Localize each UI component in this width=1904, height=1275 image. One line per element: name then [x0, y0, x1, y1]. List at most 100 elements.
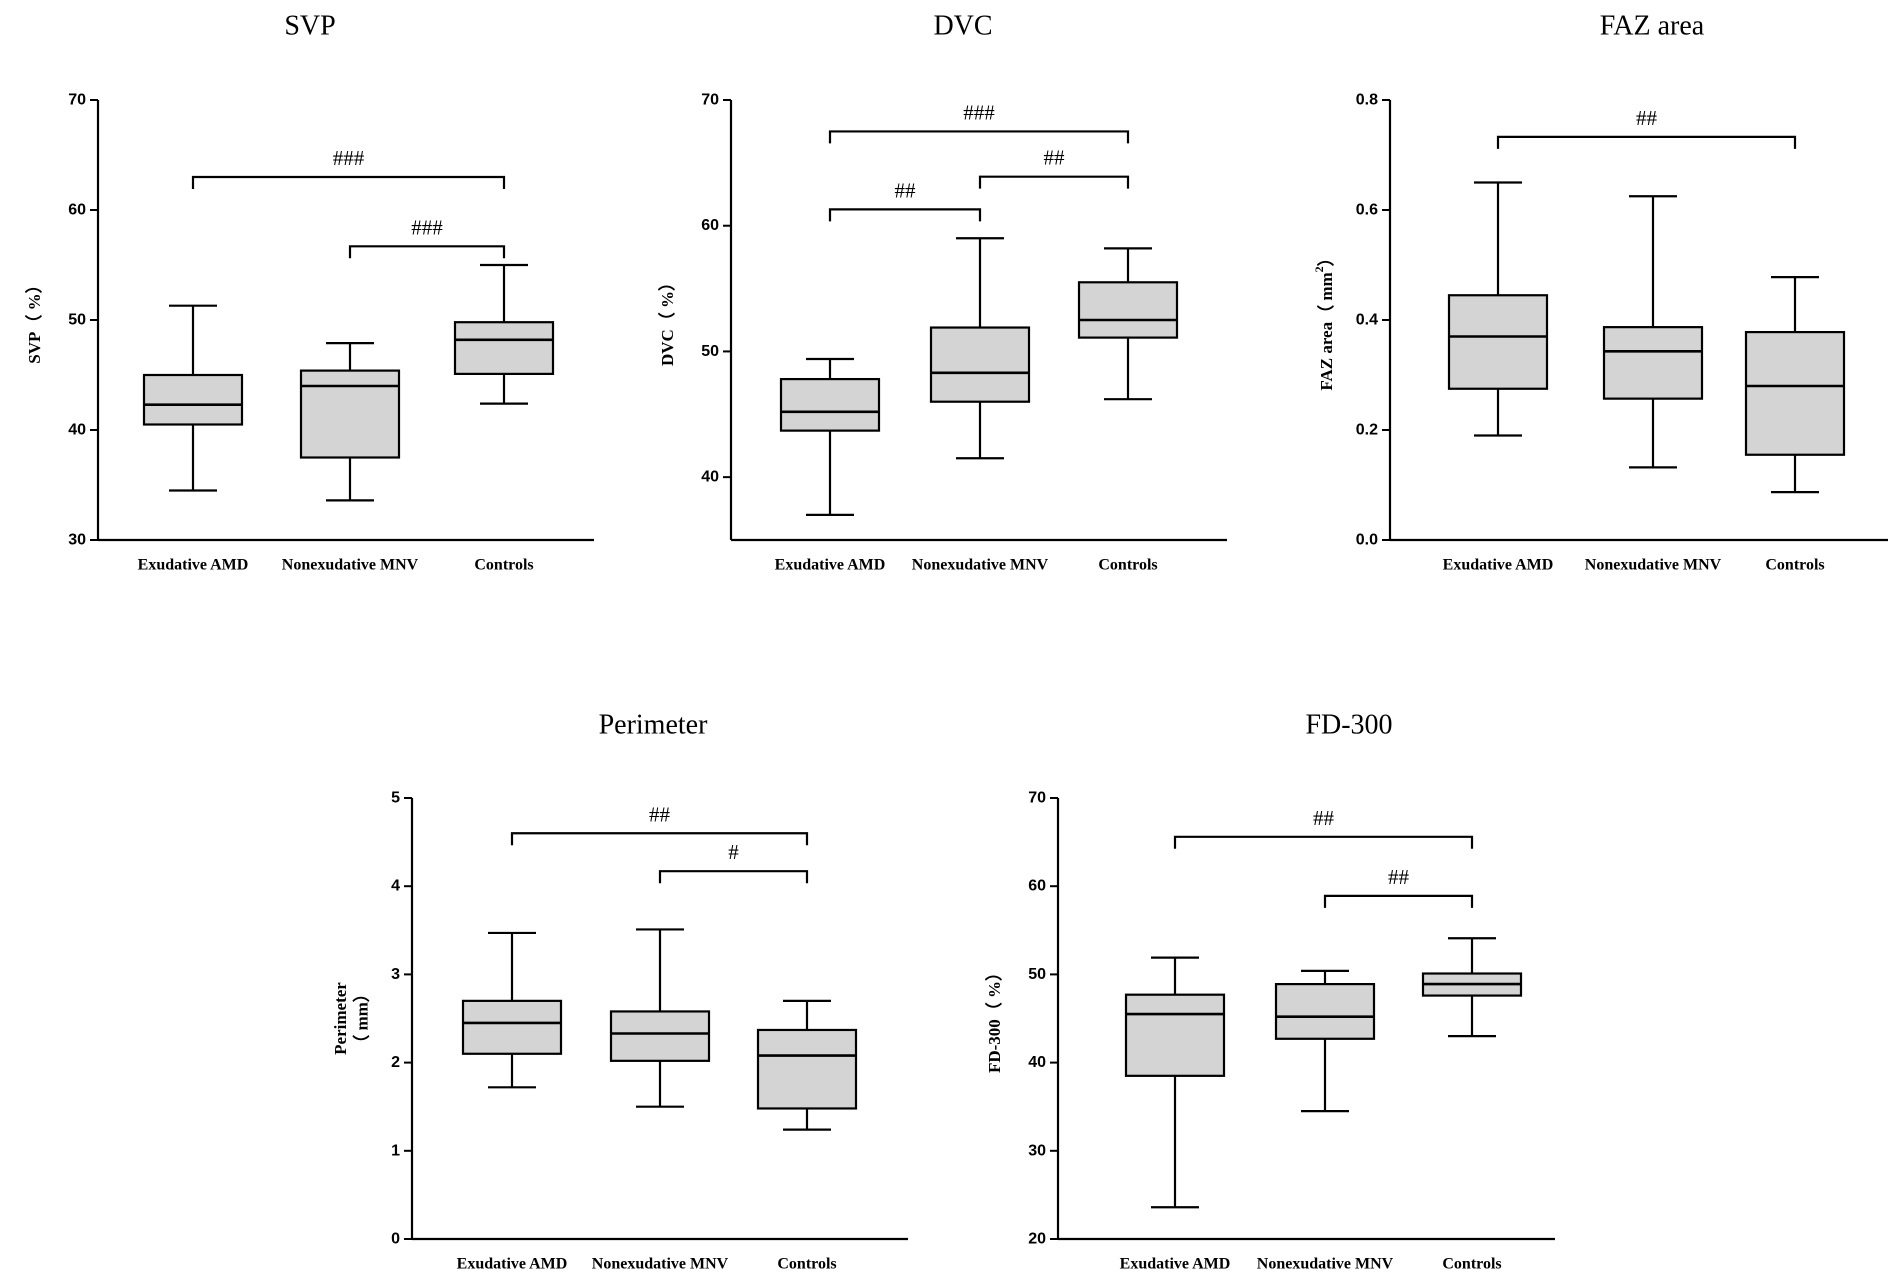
- y-tick-label: 50: [68, 312, 86, 329]
- box-iqr: [1602, 326, 1704, 400]
- box-controls: [1744, 276, 1846, 494]
- significance-label: #: [728, 840, 739, 864]
- significance-bracket: [978, 175, 1130, 189]
- y-axis-label: FD-300（ %）: [984, 964, 1004, 1073]
- category-label: Exudative AMD: [775, 557, 886, 574]
- box-controls: [756, 999, 858, 1131]
- category-label: Exudative AMD: [138, 557, 249, 574]
- y-axis-label-text: FAZ area（ mm: [1316, 272, 1336, 390]
- y-tick-label: 50: [1028, 966, 1046, 983]
- y-tick-label: 3: [391, 966, 400, 983]
- significance-bracket: [1323, 894, 1474, 908]
- box-nonexudative-mnv: [929, 237, 1031, 460]
- box-iqr: [461, 999, 563, 1055]
- category-label: Nonexudative MNV: [1585, 557, 1722, 574]
- significance-label: ###: [333, 146, 365, 170]
- y-axis-label-text: SVP（ %）: [24, 276, 44, 363]
- box-iqr: [1274, 983, 1376, 1040]
- category-label: Exudative AMD: [1443, 557, 1554, 574]
- category-label: Controls: [474, 557, 533, 574]
- y-tick-label: 0: [391, 1231, 400, 1248]
- significance-label: ###: [963, 100, 995, 124]
- significance-bracket: [658, 870, 809, 884]
- y-tick-label: 0.2: [1356, 422, 1378, 439]
- y-tick-label: 0.8: [1356, 92, 1378, 109]
- y-tick-label: 20: [1028, 1231, 1046, 1248]
- significance-label: ##: [649, 802, 671, 826]
- category-label: Controls: [1765, 557, 1824, 574]
- box-controls: [1421, 937, 1523, 1038]
- box-exudative-amd: [1447, 181, 1549, 437]
- box-exudative-amd: [779, 357, 881, 516]
- y-axis-label-text: Perimeter: [331, 982, 350, 1055]
- box-iqr: [1077, 281, 1179, 339]
- box-nonexudative-mnv: [1602, 195, 1704, 469]
- y-axis-label-text: FD-300（ %）: [984, 964, 1004, 1073]
- chart-title: DVC: [933, 11, 992, 42]
- y-tick-label: 2: [391, 1054, 400, 1071]
- y-tick-label: 40: [701, 469, 719, 486]
- y-tick-label: 50: [701, 343, 719, 360]
- significance-label: ##: [1388, 865, 1410, 889]
- category-label: Nonexudative MNV: [282, 557, 419, 574]
- y-tick-label: 0.4: [1356, 312, 1378, 329]
- box-nonexudative-mnv: [1274, 969, 1376, 1113]
- box-iqr: [779, 377, 881, 432]
- significance-bracket: [191, 175, 506, 189]
- category-label: Controls: [777, 1256, 836, 1273]
- significance-label: ###: [411, 215, 443, 239]
- significance-label: ##: [1313, 806, 1335, 830]
- box-nonexudative-mnv: [299, 342, 401, 502]
- box-controls: [453, 263, 555, 405]
- y-tick-label: 1: [391, 1142, 400, 1159]
- y-axis-label-text: DVC（ %）: [657, 274, 677, 366]
- y-tick-label: 0.6: [1356, 202, 1378, 219]
- significance-label: ##: [1044, 146, 1066, 170]
- box-iqr: [453, 321, 555, 376]
- y-axis-label: SVP（ %）: [24, 276, 44, 363]
- box-iqr: [1447, 294, 1549, 390]
- y-axis-label-close: ）: [1316, 249, 1336, 266]
- box-controls: [1077, 247, 1179, 401]
- category-label: Controls: [1442, 1256, 1501, 1273]
- significance-bracket: [1496, 135, 1797, 149]
- category-label: Nonexudative MNV: [592, 1256, 729, 1273]
- panel-2: FAZ area 0.0 0.2 0.4 0.6 0.8 FAZ area（ mm2） Exu…: [1312, 11, 1888, 574]
- category-label: Nonexudative MNV: [912, 557, 1049, 574]
- y-tick-label: 5: [391, 790, 400, 807]
- y-tick-label: 30: [68, 532, 86, 549]
- y-tick-label: 60: [68, 202, 86, 219]
- significance-bracket: [828, 208, 982, 222]
- chart-title: Perimeter: [599, 710, 709, 741]
- box-nonexudative-mnv: [609, 928, 711, 1108]
- chart-title: FD-300: [1305, 710, 1392, 741]
- category-label: Exudative AMD: [457, 1256, 568, 1273]
- box-exudative-amd: [1124, 956, 1226, 1209]
- box-iqr: [299, 369, 401, 459]
- y-tick-label: 4: [391, 878, 400, 895]
- significance-bracket: [828, 130, 1130, 144]
- category-label: Controls: [1098, 557, 1157, 574]
- box-exudative-amd: [142, 304, 244, 492]
- y-tick-label: 0.0: [1356, 532, 1378, 549]
- chart-title: FAZ area: [1600, 11, 1705, 42]
- y-tick-label: 60: [1028, 878, 1046, 895]
- box-iqr: [1744, 331, 1846, 456]
- panel-1: DVC 40 50 60 70 DVC（ %） Exudative AMD Nonexudat…: [657, 11, 1227, 574]
- panel-0: SVP 30 40 50 60 70 SVP（ %） Exudative AMD Nonexud…: [24, 11, 594, 574]
- y-tick-label: 60: [701, 217, 719, 234]
- y-axis-label-line2: （ mm）: [352, 985, 372, 1052]
- significance-label: ##: [1636, 106, 1658, 130]
- y-axis-label: FAZ area（ mm2）: [1312, 249, 1336, 390]
- category-label: Exudative AMD: [1120, 1256, 1231, 1273]
- significance-bracket: [1173, 835, 1474, 849]
- significance-label: ##: [895, 178, 917, 202]
- y-tick-label: 30: [1028, 1142, 1046, 1159]
- y-axis-label-superscript: 2: [1312, 266, 1326, 272]
- category-label: Nonexudative MNV: [1257, 1256, 1394, 1273]
- box-iqr: [756, 1028, 858, 1110]
- box-exudative-amd: [461, 931, 563, 1089]
- y-axis-label: DVC（ %）: [657, 274, 677, 366]
